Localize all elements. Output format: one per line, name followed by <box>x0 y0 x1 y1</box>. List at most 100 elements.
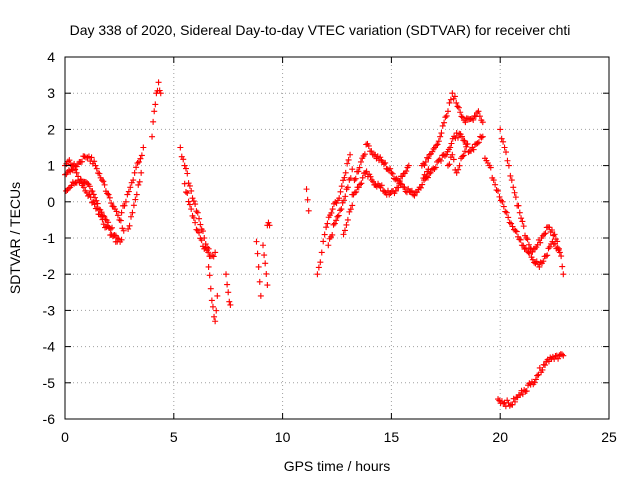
data-point <box>100 221 107 228</box>
data-point <box>560 352 567 359</box>
data-point <box>336 195 343 202</box>
data-points <box>62 79 567 410</box>
data-point <box>105 219 112 226</box>
data-point <box>188 206 195 213</box>
data-point <box>432 164 439 171</box>
data-point <box>518 215 525 222</box>
data-point <box>380 161 387 168</box>
data-point <box>106 194 113 201</box>
data-point <box>517 392 524 399</box>
data-point <box>338 206 345 213</box>
data-point <box>528 254 535 261</box>
data-point <box>89 188 96 195</box>
x-tick-label: 5 <box>170 429 178 445</box>
data-point <box>208 297 215 304</box>
data-point <box>493 187 500 194</box>
data-point <box>210 253 217 260</box>
data-point <box>132 196 139 203</box>
data-point <box>451 93 458 100</box>
data-point <box>540 258 547 265</box>
data-point <box>435 138 442 145</box>
data-point <box>128 213 135 220</box>
data-point <box>392 187 399 194</box>
data-point <box>224 281 231 288</box>
data-point <box>503 149 510 156</box>
data-point <box>138 169 145 176</box>
data-point <box>209 252 216 259</box>
data-point <box>556 249 563 256</box>
data-point <box>130 177 137 184</box>
data-point <box>439 122 446 129</box>
x-tick-label: 25 <box>601 429 617 445</box>
data-point <box>542 230 549 237</box>
data-point <box>351 177 358 184</box>
data-point <box>107 225 114 232</box>
data-point <box>90 191 97 198</box>
data-point <box>256 278 263 285</box>
data-point <box>135 181 142 188</box>
data-point <box>437 133 444 140</box>
data-point <box>505 214 512 221</box>
data-point <box>202 244 209 251</box>
x-tick-label: 15 <box>384 429 400 445</box>
data-point <box>214 292 221 299</box>
data-point <box>393 175 400 182</box>
data-point <box>353 188 360 195</box>
data-point <box>212 249 219 256</box>
data-point <box>531 379 538 386</box>
data-point <box>497 197 504 204</box>
data-point <box>93 197 100 204</box>
data-point <box>471 141 478 148</box>
data-point <box>395 184 402 191</box>
data-point <box>396 177 403 184</box>
data-point <box>101 213 108 220</box>
data-point <box>511 398 518 405</box>
data-point <box>365 142 372 149</box>
data-point <box>427 169 434 176</box>
data-point <box>342 193 349 200</box>
data-point <box>559 263 566 270</box>
data-point <box>318 249 325 256</box>
y-tick-label: 3 <box>47 85 55 101</box>
data-point <box>91 201 98 208</box>
data-point <box>536 263 543 270</box>
data-point <box>504 397 511 404</box>
data-point <box>325 242 332 249</box>
data-point <box>331 220 338 227</box>
data-point <box>506 219 513 226</box>
data-point <box>104 190 111 197</box>
data-point <box>453 130 460 137</box>
data-point <box>442 114 449 121</box>
data-point <box>408 187 415 194</box>
data-point <box>459 153 466 160</box>
data-point <box>211 313 218 320</box>
data-point <box>399 173 406 180</box>
data-point <box>134 160 141 167</box>
data-point <box>342 169 349 176</box>
data-point <box>156 87 163 94</box>
data-point <box>131 169 138 176</box>
data-point <box>197 221 204 228</box>
data-point <box>63 187 70 194</box>
data-point <box>341 227 348 234</box>
data-point <box>355 184 362 191</box>
data-point <box>398 181 405 188</box>
data-point <box>76 179 83 186</box>
data-point <box>124 191 131 198</box>
data-point <box>77 176 84 183</box>
data-point <box>524 236 531 243</box>
data-point <box>455 166 462 173</box>
data-point <box>423 173 430 180</box>
data-point <box>68 166 75 173</box>
data-point <box>419 181 426 188</box>
data-point <box>426 151 433 158</box>
data-point <box>537 239 544 246</box>
data-point <box>315 264 322 271</box>
data-point <box>397 180 404 187</box>
y-tick-label: 4 <box>47 49 55 65</box>
data-point <box>487 164 494 171</box>
data-point <box>368 148 375 155</box>
data-point <box>541 231 548 238</box>
data-point <box>548 226 555 233</box>
data-point <box>333 217 340 224</box>
